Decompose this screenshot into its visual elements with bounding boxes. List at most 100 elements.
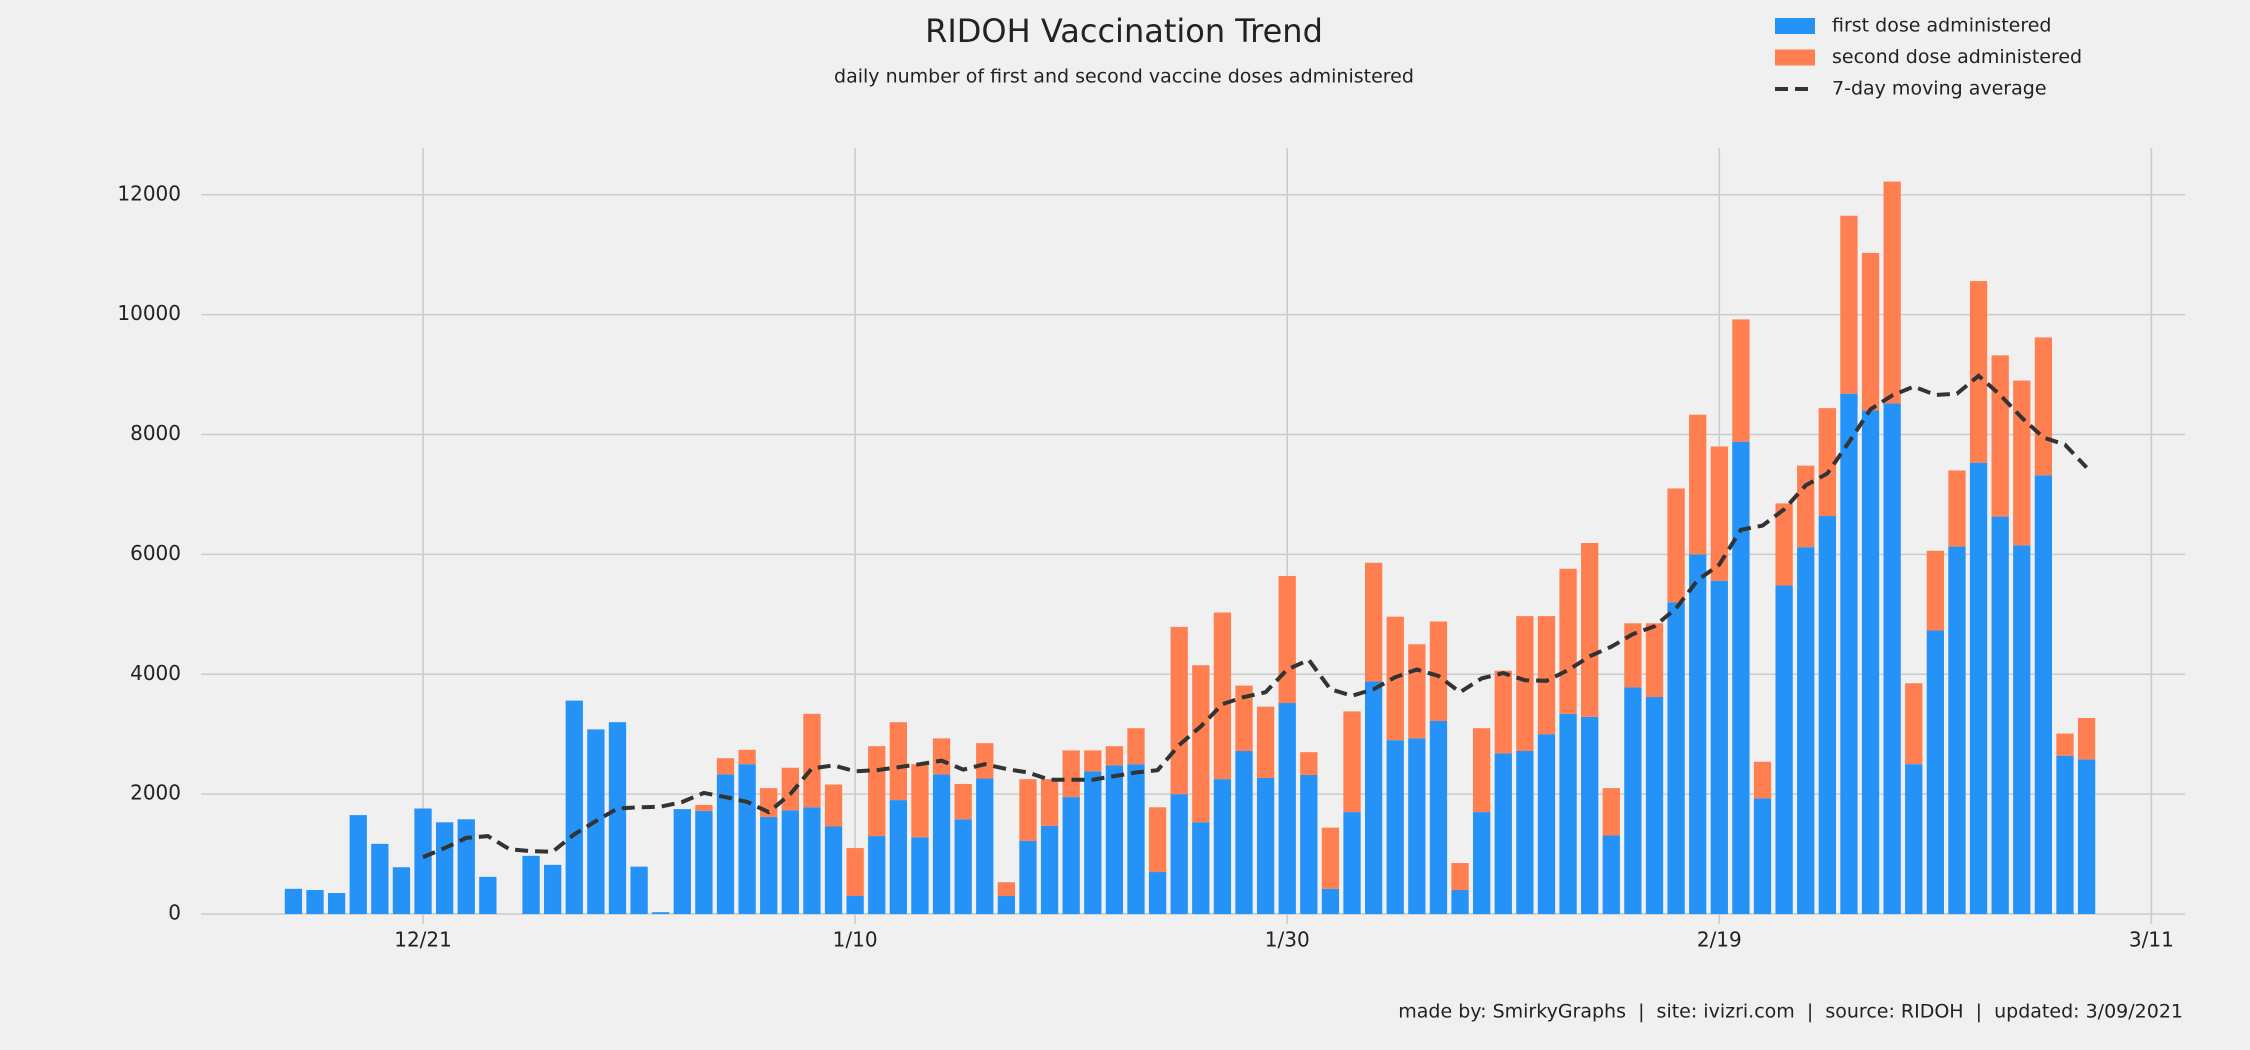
bar bbox=[2034, 337, 2053, 476]
bar bbox=[1840, 393, 1858, 914]
bar bbox=[1127, 764, 1145, 914]
bar bbox=[608, 722, 627, 914]
chart-subtitle: daily number of first and second vaccine… bbox=[834, 66, 1414, 88]
bar bbox=[1818, 516, 1836, 914]
bar bbox=[1559, 713, 1577, 914]
legend-swatch bbox=[1775, 18, 1815, 34]
bar bbox=[1883, 403, 1901, 914]
bar bbox=[544, 864, 562, 914]
bar bbox=[954, 819, 972, 914]
bar bbox=[1991, 355, 2009, 517]
bar bbox=[392, 867, 411, 914]
bar bbox=[2056, 733, 2074, 756]
bar bbox=[1689, 414, 1707, 555]
y-tick-label: 4000 bbox=[130, 661, 181, 685]
legend-label: first dose administered bbox=[1832, 15, 2051, 37]
bar bbox=[1192, 822, 1210, 914]
bar bbox=[1040, 825, 1059, 914]
bar bbox=[1127, 728, 1145, 765]
bar bbox=[1926, 630, 1944, 914]
bar bbox=[2077, 718, 2096, 760]
y-tick-label: 12000 bbox=[117, 181, 181, 205]
bar bbox=[1019, 840, 1037, 914]
bar bbox=[1105, 765, 1124, 914]
bar bbox=[1343, 711, 1361, 813]
bar bbox=[997, 882, 1016, 897]
bar bbox=[695, 810, 713, 914]
bar bbox=[1883, 181, 1901, 404]
bar bbox=[1321, 888, 1340, 914]
bar bbox=[1364, 681, 1383, 914]
bar bbox=[1753, 798, 1772, 914]
moving-average-line bbox=[422, 373, 2089, 859]
bar bbox=[479, 876, 497, 914]
bar bbox=[1235, 750, 1253, 914]
bar bbox=[932, 738, 951, 775]
bar bbox=[1624, 687, 1642, 914]
bar bbox=[1905, 764, 1923, 914]
bar bbox=[1537, 616, 1556, 735]
bar bbox=[414, 808, 432, 914]
y-tick-label: 10000 bbox=[117, 301, 181, 325]
bar bbox=[1926, 550, 1944, 631]
bar bbox=[1775, 503, 1793, 586]
bar bbox=[349, 815, 367, 914]
bar bbox=[868, 746, 886, 837]
bar bbox=[997, 896, 1016, 914]
bar bbox=[1494, 753, 1512, 914]
bar bbox=[1408, 738, 1426, 914]
legend-label: second dose administered bbox=[1832, 46, 2082, 68]
bar bbox=[1689, 554, 1707, 914]
bar bbox=[1256, 706, 1275, 778]
legend-label: 7-day moving average bbox=[1832, 78, 2047, 100]
y-tick-label: 0 bbox=[168, 901, 181, 925]
footer-annotation: made by: SmirkyGraphs | site: ivizri.com… bbox=[1398, 1001, 2183, 1023]
bar bbox=[1148, 807, 1167, 873]
x-tick-label: 12/21 bbox=[394, 928, 452, 952]
legend-swatch bbox=[1775, 49, 1815, 66]
bar bbox=[781, 810, 799, 914]
bar bbox=[1516, 616, 1534, 751]
bar bbox=[1732, 441, 1750, 914]
bar bbox=[1602, 788, 1620, 836]
bar bbox=[1300, 774, 1318, 914]
bar bbox=[824, 826, 843, 914]
legend: first dose administered second dose admin… bbox=[1775, 15, 2082, 100]
bar bbox=[1321, 827, 1340, 889]
bar bbox=[327, 893, 346, 914]
bar bbox=[781, 767, 799, 811]
bar bbox=[1062, 797, 1080, 914]
bar bbox=[1451, 890, 1469, 914]
bar bbox=[1084, 750, 1102, 772]
bar bbox=[1429, 621, 1448, 722]
bar bbox=[1645, 697, 1664, 914]
bar bbox=[1235, 685, 1253, 751]
bar bbox=[1343, 812, 1361, 914]
bar bbox=[2077, 759, 2096, 914]
bar bbox=[1667, 488, 1685, 603]
bar bbox=[652, 912, 670, 914]
bar bbox=[1473, 728, 1491, 813]
bar bbox=[1667, 602, 1685, 914]
bar bbox=[1364, 562, 1383, 682]
bar bbox=[1948, 470, 1966, 547]
bar bbox=[1148, 872, 1167, 914]
bar bbox=[2034, 475, 2053, 914]
y-tick-label: 6000 bbox=[130, 541, 181, 565]
bar bbox=[1797, 465, 1815, 548]
bar bbox=[1256, 777, 1275, 914]
bar bbox=[954, 783, 972, 820]
bar bbox=[1905, 683, 1923, 765]
bar bbox=[1278, 575, 1296, 704]
x-tick-label: 2/19 bbox=[1697, 928, 1742, 952]
bar bbox=[716, 758, 735, 775]
bar bbox=[1991, 516, 2009, 914]
bar bbox=[673, 809, 691, 914]
bar bbox=[1062, 750, 1080, 798]
y-tick-label: 2000 bbox=[130, 781, 181, 805]
x-tick-label: 1/30 bbox=[1265, 928, 1310, 952]
bar bbox=[1170, 626, 1188, 795]
chart-title: RIDOH Vaccination Trend bbox=[925, 12, 1323, 50]
bar bbox=[1710, 446, 1728, 581]
